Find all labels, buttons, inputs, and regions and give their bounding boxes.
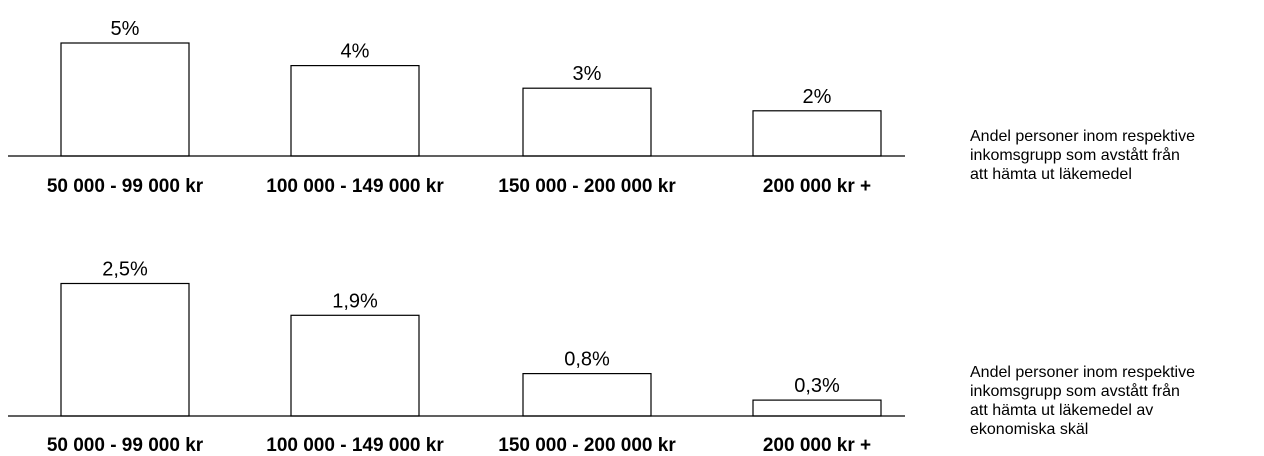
chart-1-category-label: 50 000 - 99 000 kr (47, 176, 204, 197)
chart-2-category-label: 150 000 - 200 000 kr (498, 435, 676, 456)
chart-2-bar (290, 314, 420, 417)
chart-1-bar (290, 64, 420, 157)
chart-2-caption-line: inkomsgrupp som avstått från (970, 383, 1180, 400)
chart-2-bar (522, 373, 652, 417)
chart-1-bar (522, 87, 652, 157)
chart-2-value-label: 0,3% (794, 375, 840, 397)
chart-2-caption: Andel personer inom respektive inkomsgru… (970, 363, 1260, 439)
chart-1-caption-line: Andel personer inom respektive (970, 128, 1196, 145)
chart-2-bar (752, 399, 882, 417)
chart-2-category-label: 50 000 - 99 000 kr (47, 435, 204, 456)
chart-1-caption: Andel personer inom respektive inkomsgru… (970, 127, 1260, 184)
chart-1-category-label: 100 000 - 149 000 kr (266, 176, 444, 197)
chart-1-bar (752, 110, 882, 157)
chart-2-value-label: 0,8% (564, 349, 610, 371)
chart-2-value-label: 1,9% (332, 290, 378, 312)
chart-2-caption-line: Andel personer inom respektive (970, 364, 1196, 381)
chart-1-value-label: 5% (111, 18, 140, 40)
chart-1-value-label: 2% (803, 86, 832, 108)
chart-1-value-label: 4% (341, 41, 370, 63)
chart-2-category-label: 200 000 kr + (763, 435, 871, 456)
chart-2-caption-line: att hämta ut läkemedel av (970, 402, 1154, 419)
chart-2-value-label: 2,5% (102, 259, 148, 281)
chart-1-value-label: 3% (573, 63, 602, 85)
chart-1-bar (60, 42, 190, 157)
chart-1-category-label: 200 000 kr + (763, 176, 871, 197)
chart-2-category-label: 100 000 - 149 000 kr (266, 435, 444, 456)
chart-2-caption-line: ekonomiska skäl (970, 421, 1089, 438)
chart-2-bar (60, 282, 190, 417)
chart-1-caption-line: att hämta ut läkemedel (970, 166, 1132, 183)
chart-1-caption-line: inkomsgrupp som avstått från (970, 147, 1180, 164)
chart-1-category-label: 150 000 - 200 000 kr (498, 176, 676, 197)
